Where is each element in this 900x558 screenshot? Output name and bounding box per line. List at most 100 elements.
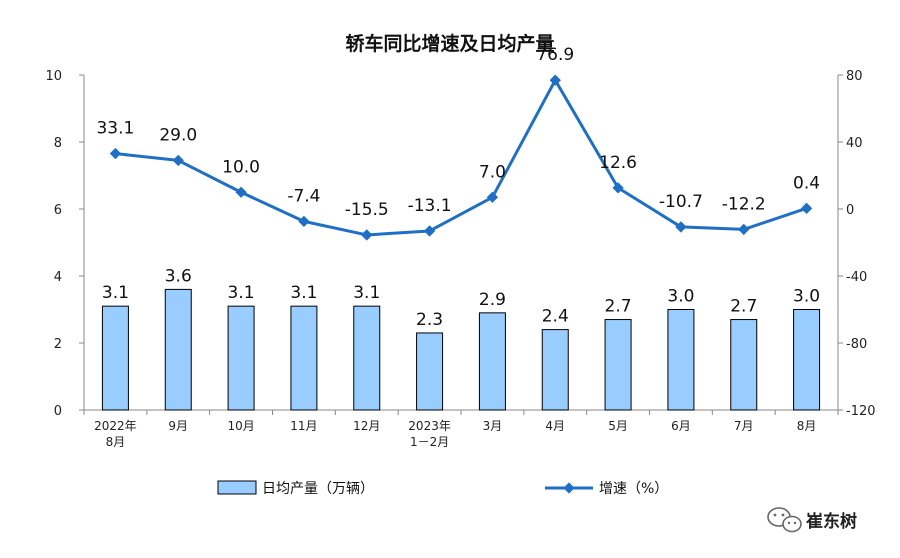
bar — [101, 305, 129, 411]
right-tick-label: 0 — [846, 203, 854, 218]
watermark: 崔东树 — [767, 507, 857, 533]
bar — [793, 309, 821, 411]
line-point — [486, 191, 499, 203]
bar — [290, 305, 318, 411]
line-point — [235, 186, 247, 198]
bar — [164, 288, 192, 411]
line-point — [423, 225, 436, 237]
right-tick-label: 80 — [846, 69, 863, 84]
line-point — [612, 182, 624, 194]
bar-value-label: 2.7 — [605, 297, 632, 317]
legend-line-label: 增速（%） — [599, 481, 668, 497]
right-axis-ticks: -120 -80 -40 0 40 80 — [838, 69, 876, 419]
bar-value-label: 2.9 — [479, 290, 506, 310]
line-data-labels: 33.1 29.0 10.0 -7.4 -15.5 -13.1 7.0 76.9 12.6 -10… — [96, 45, 820, 220]
line-value-label: 33.1 — [96, 119, 134, 139]
line-value-label: 7.0 — [479, 162, 506, 182]
line-point — [298, 215, 310, 228]
line-value-label: 0.4 — [793, 173, 820, 193]
line-point — [738, 223, 750, 236]
bar-value-label: 2.4 — [542, 307, 569, 327]
line-value-label: 29.0 — [159, 125, 197, 145]
line-point — [675, 221, 687, 233]
bar — [730, 319, 758, 411]
line-value-label: -10.7 — [659, 192, 703, 212]
category-label-line: 9月 — [168, 419, 188, 433]
category-label-line: 10月 — [227, 419, 254, 433]
category-label-line: 3月 — [483, 419, 503, 433]
category-label: 9月 — [168, 419, 188, 433]
bar-value-label: 3.6 — [165, 266, 192, 286]
bar — [416, 332, 444, 411]
category-label-line: 8月 — [797, 419, 817, 433]
right-tick-label: -80 — [846, 337, 867, 352]
left-tick-label: 4 — [54, 270, 62, 285]
category-label: 8月 — [797, 419, 817, 433]
category-label: 10月 — [227, 419, 254, 433]
category-label: 5月 — [608, 419, 628, 433]
growth-line — [115, 78, 808, 237]
category-label-line: 12月 — [353, 419, 380, 433]
legend-bar-swatch — [217, 480, 257, 495]
category-label-line: 8月 — [106, 435, 126, 449]
line-value-label: -13.1 — [408, 196, 452, 216]
bar-value-label: 3.1 — [102, 283, 129, 303]
bar-value-label: 3.0 — [667, 287, 694, 307]
line-value-label: -15.5 — [345, 200, 389, 220]
left-tick-label: 2 — [54, 337, 62, 352]
category-label-line: 6月 — [671, 419, 691, 433]
bar — [667, 309, 695, 411]
category-label: 11月 — [290, 419, 317, 433]
line-value-label: -12.2 — [722, 194, 766, 214]
bar-value-label: 3.0 — [793, 287, 820, 307]
category-label: 4月 — [545, 419, 565, 433]
left-axis-ticks: 0 2 4 6 8 10 — [45, 69, 84, 419]
line-value-label: -7.4 — [287, 186, 320, 206]
left-tick-label: 0 — [54, 404, 62, 419]
category-label-line: 1－2月 — [410, 435, 449, 449]
line-point — [800, 202, 813, 214]
bar — [478, 312, 506, 411]
category-label-line: 11月 — [290, 419, 317, 433]
bar-value-label: 3.1 — [290, 283, 317, 303]
line-value-label: 10.0 — [222, 157, 260, 177]
category-label-line: 7月 — [734, 419, 754, 433]
right-tick-label: -40 — [846, 270, 867, 285]
category-label-line: 4月 — [545, 419, 565, 433]
category-label-line: 2023年 — [408, 419, 451, 433]
bar-data-labels: 3.1 3.6 3.1 3.1 3.1 2.3 2.9 2.4 2.7 3.0 2.7 3.0 — [102, 266, 820, 330]
bar — [541, 329, 569, 411]
category-label: 12月 — [353, 419, 380, 433]
left-tick-label: 8 — [54, 136, 62, 151]
legend-bar-label: 日均产量（万辆） — [262, 481, 374, 497]
bar — [227, 305, 255, 411]
bar-value-label: 3.1 — [353, 283, 380, 303]
line-series — [109, 74, 813, 241]
line-point — [361, 229, 373, 241]
legend: 日均产量（万辆） 增速（%） — [217, 480, 668, 497]
left-tick-label: 6 — [54, 203, 62, 218]
legend-line-marker — [563, 482, 575, 494]
category-label: 2022年 8月 — [94, 419, 137, 449]
category-label: 6月 — [671, 419, 691, 433]
bar-value-label: 2.7 — [730, 297, 757, 317]
watermark-text: 崔东树 — [805, 511, 857, 532]
right-tick-label: -120 — [846, 404, 876, 419]
chart-title: 轿车同比增速及日均产量 — [345, 32, 554, 55]
wechat-icon — [767, 507, 802, 533]
category-label: 2023年 1－2月 — [408, 419, 451, 449]
category-label: 7月 — [734, 419, 754, 433]
right-tick-label: 40 — [846, 136, 863, 151]
category-label-line: 2022年 — [94, 419, 137, 433]
category-label: 3月 — [483, 419, 503, 433]
left-tick-label: 10 — [45, 69, 62, 84]
bar — [604, 319, 632, 411]
bar-value-label: 2.3 — [416, 310, 443, 330]
category-labels: 2022年 8月 9月 10月 11月 12月 2023年 1－2月 3月 4月 5月 6月 7月 8月 — [83, 410, 839, 449]
bar-value-label: 3.1 — [228, 283, 255, 303]
line-value-label: 76.9 — [536, 45, 574, 65]
bar — [353, 305, 381, 411]
bar-series — [101, 288, 821, 411]
line-value-label: 12.6 — [599, 153, 637, 173]
